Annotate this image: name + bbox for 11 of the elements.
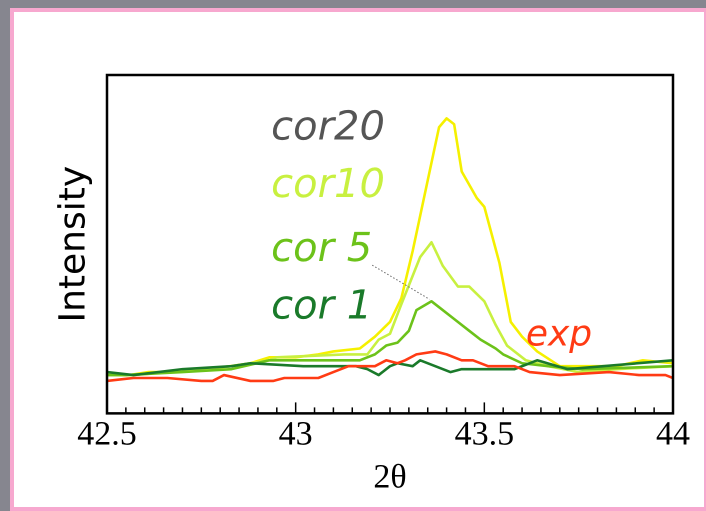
x-axis-title: 2θ <box>373 458 407 496</box>
series-label: cor 1 <box>271 282 372 329</box>
x-tick-label: 42.5 <box>77 416 137 453</box>
y-axis-title: Intensity <box>52 166 94 323</box>
series-label: cor 5 <box>271 225 372 272</box>
x-tick-label: 44 <box>656 416 690 453</box>
series-label: cor10 <box>271 160 385 207</box>
series-label: cor20 <box>271 103 385 150</box>
x-tick-label: 43.5 <box>454 416 514 453</box>
x-tick-label: 43 <box>278 416 313 453</box>
series-label: exp <box>526 314 592 355</box>
